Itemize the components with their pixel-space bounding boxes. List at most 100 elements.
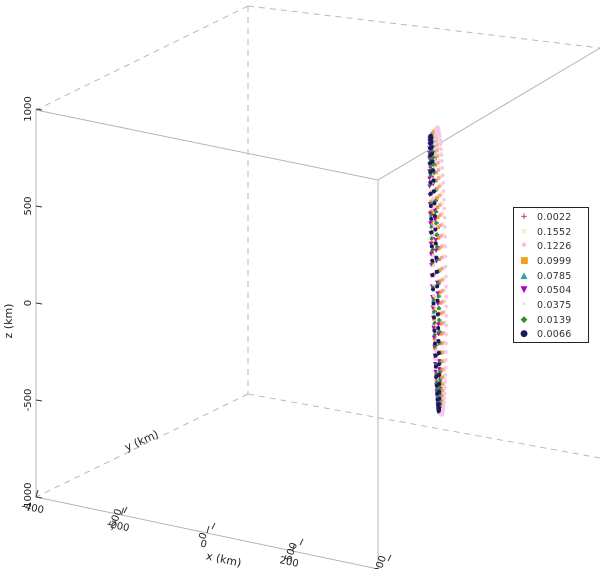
- box-back-edges: [35, 5, 600, 498]
- orbit-point-0-0066: [428, 153, 433, 158]
- orbit-point-0-0139: [432, 320, 436, 326]
- legend-marker: ▼: [520, 285, 528, 296]
- orbit-point-0-0375: [438, 138, 443, 142]
- orbit-point-0-0375: [439, 153, 444, 157]
- orbit-point-0-0999: [439, 359, 443, 364]
- y-axis-label: y (km): [123, 428, 161, 454]
- orbit-point-0-0139: [436, 305, 441, 311]
- orbit-point-0-0375: [442, 400, 446, 405]
- orbit-point-0-0066: [437, 396, 442, 401]
- orbit-point-0-0504: [433, 238, 439, 243]
- z-tick-label: 1000: [23, 96, 34, 121]
- orbit-point-0-0999: [436, 225, 440, 230]
- orbit-point-0-0139: [434, 379, 439, 385]
- legend-entry: × 0.1552: [520, 225, 588, 240]
- legend-marker: ▲: [520, 270, 528, 281]
- y-tick-mark: [211, 522, 216, 530]
- orbit-point-0-0504: [435, 301, 441, 307]
- orbit-point-0-0375: [442, 197, 446, 202]
- orbit-point-0-0139: [430, 248, 434, 253]
- orbit-point-0-0999: [437, 268, 442, 273]
- orbit-point-0-0375: [431, 196, 436, 201]
- orbit-point-0-0066: [436, 338, 441, 343]
- orbit-point-0-0066: [432, 214, 437, 219]
- orbit-point-0-0066: [430, 272, 435, 277]
- orbit-point-0-0066: [428, 161, 433, 166]
- orbit-point-0-0375: [433, 142, 437, 146]
- orbit-point-0-0375: [432, 293, 436, 298]
- orbit-point-0-0504: [428, 221, 433, 226]
- orbit-point-0-0066: [435, 312, 440, 317]
- y-tick-mark: [387, 554, 392, 562]
- z-tick-label: -1000: [23, 482, 34, 511]
- orbit-point-0-0375: [443, 379, 448, 384]
- x-tick-label: 200: [279, 555, 300, 569]
- orbit-point-0-0066: [432, 201, 437, 206]
- orbit-point-0-0504: [427, 176, 432, 181]
- orbit-point-0-0139: [434, 232, 439, 238]
- orbit-point-0-0999: [438, 290, 442, 294]
- orbit-point-0-0066: [431, 287, 436, 292]
- orbit-point-0-0375: [438, 134, 442, 138]
- orbit-point-0-0066: [432, 328, 437, 333]
- orbit-point-0-0375: [441, 404, 446, 409]
- orbit-point-0-0999: [437, 246, 441, 251]
- orbit-point-0-0999: [434, 187, 439, 191]
- orbit-point-0-0066: [428, 141, 433, 146]
- y-tick-label: 0: [197, 531, 210, 541]
- orbit-point-0-0066: [437, 372, 442, 377]
- orbit-point-0-0066: [437, 381, 442, 386]
- orbit-point-0-0375: [443, 244, 448, 249]
- orbit-point-0-0139: [435, 386, 439, 392]
- orbit-point-0-0139: [431, 162, 436, 168]
- y-tick-label: 1000: [370, 554, 389, 569]
- legend-label: 0.0785: [537, 270, 572, 282]
- x-tick-mark: [35, 489, 39, 498]
- orbit-point-0-0375: [442, 391, 447, 396]
- z-tick-mark: [35, 205, 43, 208]
- orbit-point-0-0375: [442, 206, 447, 211]
- orbit-point-0-0375: [439, 147, 443, 152]
- orbit-point-0-0375: [440, 159, 444, 163]
- orbit-point-0-0504: [427, 211, 433, 216]
- legend-entry: ✶ 0.1226: [520, 239, 588, 254]
- orbit-point-0-0139: [437, 328, 441, 334]
- legend-marker: ●: [520, 329, 528, 340]
- orbit-point-0-0375: [433, 137, 438, 142]
- orbit-point-0-0375: [434, 357, 438, 362]
- orbit-point-0-0375: [444, 304, 448, 309]
- orbit-point-0-0375: [433, 133, 438, 138]
- z-axis-label: z (km): [2, 304, 15, 339]
- orbit-point-0-0139: [433, 209, 438, 215]
- orbit-point-0-0375: [443, 365, 448, 370]
- legend-entry: ◆ 0.0139: [520, 313, 588, 328]
- orbit-point-0-0375: [432, 146, 437, 151]
- x-axis-label: x (km): [205, 550, 243, 569]
- orbit-point-0-0375: [443, 264, 448, 269]
- orbit-point-0-0139: [436, 293, 440, 299]
- legend-marker: •: [521, 299, 527, 310]
- z-tick-mark: [35, 302, 43, 305]
- orbit-point-0-0999: [437, 279, 442, 284]
- orbit-point-0-0504: [435, 291, 440, 296]
- orbit-point-0-0139: [431, 155, 435, 160]
- orbit-point-0-0504: [432, 217, 438, 223]
- legend-marker: ×: [520, 226, 528, 237]
- orbit-point-0-0066: [433, 241, 438, 246]
- orbit-point-0-0139: [437, 360, 442, 365]
- y-tick-mark: [299, 538, 304, 546]
- orbit-point-0-0999: [439, 367, 443, 372]
- orbit-point-0-0066: [428, 146, 433, 151]
- x-tick-mark: [121, 507, 124, 516]
- orbit-point-0-0999: [439, 375, 443, 379]
- orbit-point-0-0139: [436, 317, 441, 323]
- orbit-point-0-0066: [437, 389, 442, 394]
- orbit-point-0-0375: [441, 181, 446, 185]
- orbit-point-0-0375: [442, 215, 447, 220]
- x-tick-label: -400: [20, 501, 44, 516]
- orbit-point-0-0066: [436, 351, 441, 356]
- orbit-point-0-0066: [431, 315, 436, 320]
- legend-marker: ■: [520, 255, 529, 266]
